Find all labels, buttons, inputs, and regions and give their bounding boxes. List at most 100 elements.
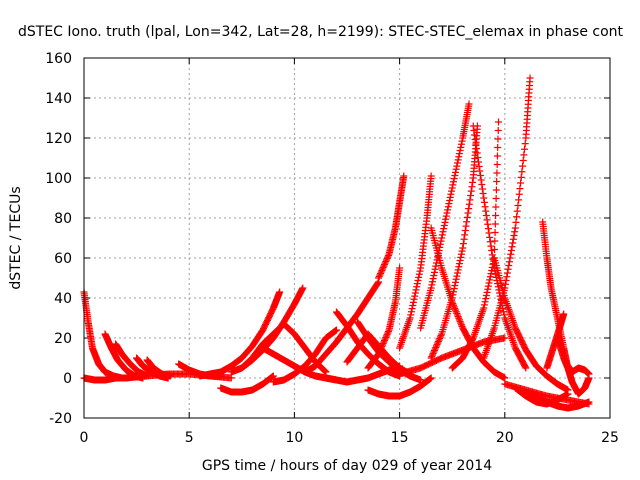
data-point: [452, 165, 460, 173]
data-point: [494, 127, 502, 134]
data-point: [505, 258, 513, 266]
data-point: [465, 205, 473, 213]
data-point: [269, 372, 277, 380]
data-point: [431, 345, 439, 353]
data-point: [375, 274, 383, 282]
data-point: [502, 277, 510, 284]
data-point: [384, 253, 392, 261]
data-point: [509, 235, 517, 243]
data-point: [375, 350, 383, 358]
data-point: [492, 203, 500, 211]
data-point: [488, 267, 496, 274]
y-axis-label: dSTEC / TECUs: [8, 186, 24, 289]
data-point: [453, 272, 461, 280]
data-point: [491, 220, 499, 228]
data-point: [455, 153, 463, 161]
data-point: [463, 218, 471, 226]
data-point: [377, 268, 385, 276]
data-point: [451, 278, 459, 286]
data-point: [428, 281, 436, 289]
data-point: [476, 167, 484, 175]
data-point: [482, 212, 490, 219]
data-point: [444, 206, 452, 214]
data-point: [378, 343, 386, 350]
data-point: [436, 240, 444, 248]
data-point: [450, 178, 458, 186]
data-point: [478, 181, 486, 188]
data-point: [409, 298, 417, 306]
data-point: [506, 254, 514, 262]
data-point: [458, 137, 466, 145]
data-point: [459, 240, 467, 248]
data-point: [482, 292, 490, 299]
data-point: [560, 310, 568, 318]
data-point: [484, 282, 492, 290]
data-point: [384, 329, 392, 337]
data-point: [475, 163, 483, 170]
data-point: [434, 338, 442, 345]
data-point: [451, 168, 459, 176]
data-point: [432, 262, 440, 270]
data-point: [380, 338, 388, 346]
data-point: [437, 332, 445, 339]
data-point: [434, 250, 442, 258]
data-point: [521, 145, 529, 153]
data-point: [494, 144, 502, 151]
data-point: [434, 339, 442, 347]
data-point: [448, 187, 456, 195]
data-series: [396, 172, 435, 352]
data-point: [486, 238, 494, 246]
data-point: [454, 266, 462, 274]
data-point: [376, 271, 384, 279]
data-point: [485, 229, 493, 237]
data-point: [464, 209, 472, 217]
data-point: [445, 200, 453, 208]
data-point: [455, 260, 463, 268]
data-point: [480, 301, 488, 309]
data-point: [486, 276, 494, 284]
data-point: [436, 333, 444, 341]
data-point: [480, 304, 488, 312]
data-point: [439, 228, 447, 236]
data-point: [377, 346, 385, 353]
y-tick-label: 40: [54, 291, 72, 307]
data-point: [517, 173, 525, 181]
data-point: [484, 220, 492, 228]
data-point: [457, 321, 465, 329]
data-point: [414, 277, 422, 284]
data-point: [507, 247, 515, 254]
data-point: [382, 256, 390, 264]
data-points: [80, 74, 593, 412]
data-point: [466, 196, 474, 204]
data-point: [585, 370, 593, 378]
data-point: [379, 340, 387, 347]
data-point: [454, 156, 462, 164]
data-series: [469, 122, 530, 372]
data-point: [487, 270, 495, 278]
data-point: [448, 184, 456, 192]
data-point: [514, 202, 522, 209]
data-point: [227, 374, 235, 382]
data-point: [446, 197, 454, 204]
data-point: [461, 231, 469, 239]
data-point: [442, 215, 450, 223]
data-point: [322, 368, 330, 376]
data-point: [380, 337, 388, 344]
data-point: [379, 265, 387, 273]
data-point: [299, 284, 307, 292]
data-point: [519, 162, 527, 170]
data-point: [453, 269, 461, 277]
data-point: [413, 283, 421, 291]
data-point: [564, 390, 572, 398]
data-point: [430, 348, 438, 356]
data-point: [450, 288, 458, 296]
x-tick-label: 25: [601, 430, 619, 446]
data-point: [509, 239, 517, 247]
data-point: [375, 349, 383, 356]
data-point: [429, 275, 437, 283]
data-point: [427, 284, 435, 292]
data-point: [434, 253, 442, 261]
data-point: [380, 261, 388, 268]
chart-title: dSTEC Iono. truth (lpal, Lon=342, Lat=28…: [18, 24, 624, 40]
data-point: [501, 334, 509, 342]
